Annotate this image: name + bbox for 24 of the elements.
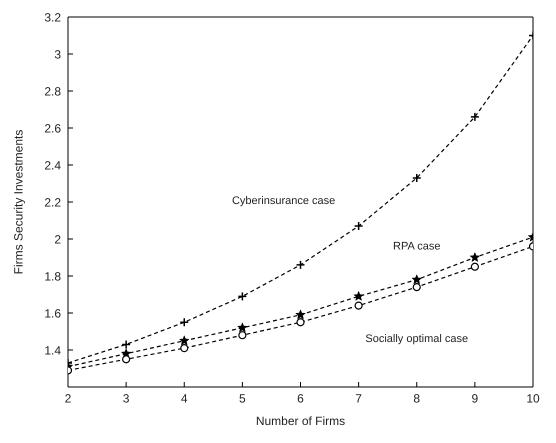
- y-tick-label: 1.4: [44, 343, 62, 358]
- series-label: RPA case: [393, 240, 440, 253]
- text: Socially optimal case: [365, 333, 468, 346]
- y-tick-label: 2.4: [44, 158, 62, 172]
- x-tick-label: 10: [526, 392, 540, 406]
- x-tick-label: 3: [122, 392, 130, 406]
- text: Cyberinsurance case: [232, 195, 336, 208]
- y-tick-label: 2.8: [44, 84, 62, 98]
- x-tick-label: 2: [64, 392, 72, 406]
- y-tick-label: 3.2: [44, 10, 62, 24]
- y-tick-label: 1.8: [44, 269, 62, 284]
- x-tick-label: 4: [180, 392, 188, 406]
- y-tick-label: 3: [54, 47, 62, 62]
- x-tick-label: 5: [239, 392, 246, 406]
- y-tick-label: 1.6: [44, 306, 62, 320]
- x-tick-label: 6: [297, 392, 304, 406]
- x-tick-label: 8: [413, 392, 420, 406]
- y-tick-label: 2: [54, 232, 62, 246]
- x-tick-label: 9: [472, 392, 479, 406]
- y-tick-label: 2.2: [44, 195, 62, 210]
- y-axis-title: Firms Security Investments: [11, 130, 26, 274]
- y-tick-label: 2.6: [44, 121, 62, 136]
- x-axis-title: Number of Firms: [256, 414, 346, 428]
- x-tick-label: 7: [355, 392, 362, 406]
